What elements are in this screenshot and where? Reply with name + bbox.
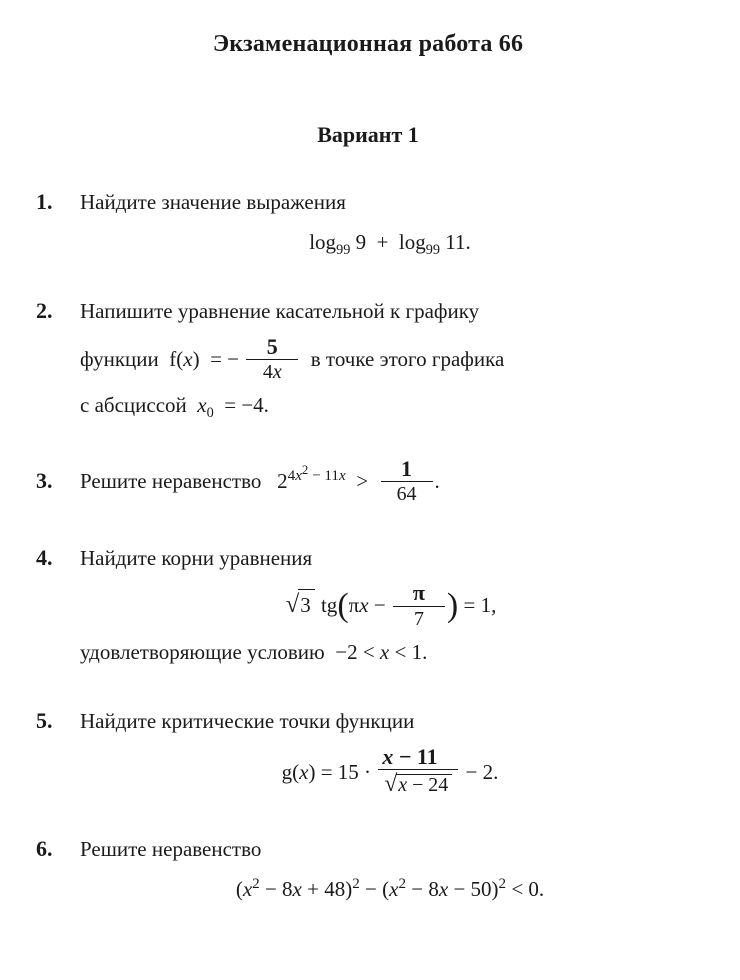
page-title: Экзаменационная работа 66 <box>36 26 700 62</box>
problem-2-line3: с абсциссой x0 = −4. <box>80 390 700 422</box>
p3-base: 2 <box>277 469 288 493</box>
problem-1-prompt: Найдите значение выражения <box>80 187 700 219</box>
problem-body: Напишите уравнение касательной к графику… <box>80 296 700 430</box>
problem-number: 3. <box>36 464 80 497</box>
log-fn: log <box>309 230 336 254</box>
problem-body: Найдите корни уравнения √3 tg(πx − π7) =… <box>80 543 700 677</box>
problem-1-formula: log99 9 + log99 11. <box>80 227 700 259</box>
fraction-g: x − 11 √x − 24 <box>378 746 458 796</box>
log-arg-2: 11 <box>445 230 465 254</box>
problem-number: 2. <box>36 294 80 327</box>
problems-list: 1. Найдите значение выражения log99 9 + … <box>36 185 700 913</box>
page: Экзаменационная работа 66 Вариант 1 1. Н… <box>0 0 740 980</box>
problem-5: 5. Найдите критические точки функции g(x… <box>36 704 700 804</box>
problem-2: 2. Напишите уравнение касательной к граф… <box>36 294 700 430</box>
problem-body: Найдите критические точки функции g(x) =… <box>80 706 700 804</box>
problem-5-formula: g(x) = 15 · x − 11 √x − 24 − 2. <box>80 746 700 796</box>
problem-number: 5. <box>36 704 80 737</box>
problem-2-line2: функции f(x) = − 5 4x в точке этого граф… <box>80 336 700 383</box>
problem-3: 3. Решите неравенство 24x2 − 11x > 1 64 … <box>36 458 700 513</box>
problem-number: 6. <box>36 832 80 865</box>
problem-5-prompt: Найдите критические точки функции <box>80 706 700 738</box>
p3-exponent: 4x2 − 11x <box>288 468 346 484</box>
problem-6-prompt: Решите неравенство <box>80 834 700 866</box>
fraction-5-over-4x: 5 4x <box>246 336 298 383</box>
problem-1: 1. Найдите значение выражения log99 9 + … <box>36 185 700 266</box>
problem-2-line1: Напишите уравнение касательной к графику <box>80 296 700 328</box>
fn-f: f <box>169 346 176 370</box>
radical-icon: √ <box>286 586 300 623</box>
problem-4: 4. Найдите корни уравнения √3 tg(πx − π7… <box>36 541 700 677</box>
fraction-pi-over-7: π7 <box>393 582 445 629</box>
problem-number: 4. <box>36 541 80 574</box>
problem-4-prompt: Найдите корни уравнения <box>80 543 700 575</box>
problem-4-formula: √3 tg(πx − π7) = 1, <box>80 582 700 629</box>
log-base: 99 <box>336 242 350 258</box>
problem-body: Найдите значение выражения log99 9 + log… <box>80 187 700 266</box>
sqrt-x-minus-24: √x − 24 <box>384 772 452 796</box>
log-arg-1: 9 <box>356 230 367 254</box>
problem-3-line: Решите неравенство 24x2 − 11x > 1 64 . <box>80 458 700 505</box>
fn-g: g <box>282 760 293 784</box>
sqrt-3: √3 <box>286 586 315 623</box>
fraction-1-over-64: 1 64 <box>381 458 433 505</box>
problem-6-formula: (x2 − 8x + 48)2 − (x2 − 8x − 50)2 < 0. <box>80 874 700 906</box>
problem-number: 1. <box>36 185 80 218</box>
problem-body: Решите неравенство (x2 − 8x + 48)2 − (x2… <box>80 834 700 913</box>
variant-subtitle: Вариант 1 <box>36 118 700 151</box>
tg-fn: tg <box>321 593 337 617</box>
problem-body: Решите неравенство 24x2 − 11x > 1 64 . <box>80 458 700 513</box>
problem-6: 6. Решите неравенство (x2 − 8x + 48)2 − … <box>36 832 700 913</box>
problem-4-condition: удовлетворяющие условию −2 < x < 1. <box>80 637 700 669</box>
